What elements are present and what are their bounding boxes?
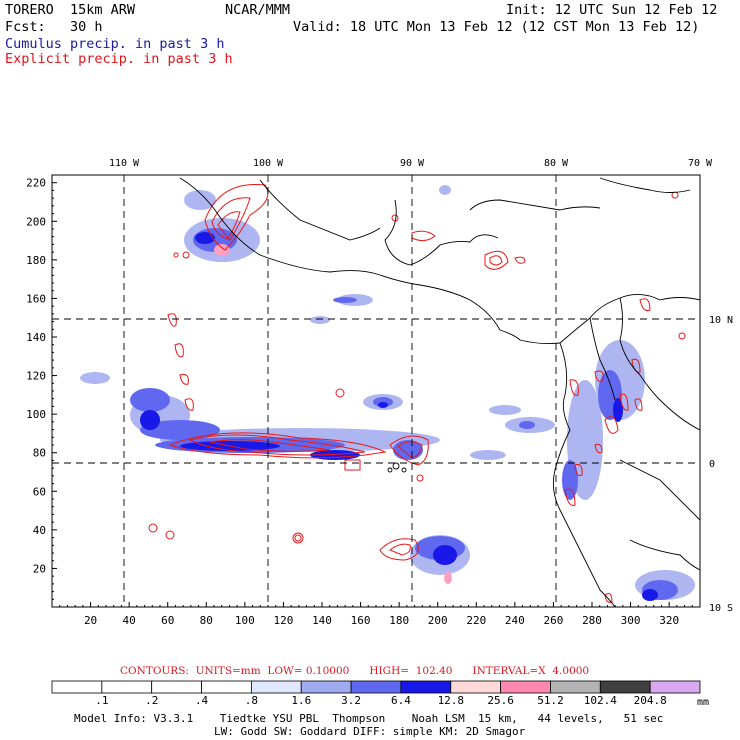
y-tick-label: 80 bbox=[33, 447, 46, 460]
contours-high: HIGH= 102.40 bbox=[369, 665, 453, 677]
contours-units: UNITS=mm bbox=[195, 665, 261, 677]
x-tick-label: 320 bbox=[659, 614, 679, 627]
coastlines bbox=[179, 177, 700, 607]
legend-explicit: Explicit precip. in past 3 h bbox=[5, 51, 233, 67]
y-tick-label: 120 bbox=[26, 370, 46, 383]
lat-labels: 10 N 0 10 S bbox=[709, 315, 733, 614]
y-tick-label: 140 bbox=[26, 331, 46, 344]
colorbar-swatch bbox=[450, 680, 502, 694]
colorbar-swatch bbox=[201, 680, 252, 694]
model-info-line2: LW: Godd SW: Goddard DIFF: simple KM: 2D… bbox=[214, 725, 526, 738]
colorbar-label: 1.6 bbox=[291, 694, 312, 707]
lat-label: 10 N bbox=[709, 315, 733, 326]
colorbar-label: 102.4 bbox=[583, 694, 617, 707]
colorbar-label: .1 bbox=[95, 694, 109, 707]
x-tick-label: 260 bbox=[543, 614, 563, 627]
colorbar-swatch bbox=[250, 680, 302, 694]
colorbar-swatch bbox=[300, 680, 352, 694]
y-tick-label: 200 bbox=[26, 215, 46, 228]
y-tick-label: 20 bbox=[33, 562, 46, 575]
y-tick-label: 180 bbox=[26, 254, 46, 267]
x-tick-label: 20 bbox=[84, 614, 97, 627]
lon-label: 80 W bbox=[544, 158, 569, 169]
x-tick-label: 160 bbox=[351, 614, 371, 627]
x-tick-label: 60 bbox=[161, 614, 174, 627]
legend-cumulus: Cumulus precip. in past 3 h bbox=[5, 36, 225, 52]
x-tick-label: 140 bbox=[312, 614, 332, 627]
colorbar bbox=[51, 680, 701, 694]
y-tick-label: 40 bbox=[33, 524, 46, 537]
colorbar-swatch bbox=[151, 680, 202, 694]
x-tick-label: 220 bbox=[466, 614, 486, 627]
x-tick-label: 300 bbox=[621, 614, 641, 627]
contours-label: CONTOURS: bbox=[120, 665, 189, 677]
lon-label: 90 W bbox=[400, 158, 425, 169]
y-tick-label: 220 bbox=[26, 177, 46, 190]
colorbar-label: 25.6 bbox=[487, 694, 514, 707]
lon-labels: 110 W 100 W 90 W 80 W 70 W bbox=[109, 158, 713, 169]
contours-info: CONTOURS: UNITS=mm LOW= 0.10000 HIGH= 10… bbox=[120, 665, 589, 677]
x-tick-label: 280 bbox=[582, 614, 602, 627]
y-tick-label: 160 bbox=[26, 292, 46, 305]
x-tick-label: 240 bbox=[505, 614, 525, 627]
colorbar-label: 204.8 bbox=[633, 694, 667, 707]
colorbar-label: 51.2 bbox=[537, 694, 564, 707]
colorbar-label: 6.4 bbox=[391, 694, 411, 707]
init-time: Init: 12 UTC Sun 12 Feb 12 bbox=[506, 2, 718, 18]
colorbar-label: .4 bbox=[194, 694, 209, 707]
axis-ticks bbox=[51, 174, 701, 608]
colorbar-swatch bbox=[550, 680, 601, 694]
forecast-hour: Fcst: 30 h bbox=[5, 19, 103, 35]
colorbar-swatch bbox=[51, 680, 103, 694]
colorbar-swatch bbox=[350, 680, 402, 694]
latlon-grid bbox=[52, 175, 700, 607]
colorbar-label: .8 bbox=[244, 694, 259, 707]
x-tick-label: 120 bbox=[273, 614, 293, 627]
x-tick-label: 100 bbox=[235, 614, 255, 627]
explicit-contours bbox=[148, 183, 686, 603]
lat-label: 10 S bbox=[709, 603, 733, 614]
x-tick-labels: 20 40 60 80 100 120 140 160 180 200 220 … bbox=[84, 614, 679, 627]
lon-label: 100 W bbox=[253, 158, 284, 169]
colorbar-swatch bbox=[101, 680, 153, 694]
lat-label: 0 bbox=[709, 459, 715, 470]
precip-peak bbox=[214, 244, 452, 584]
colorbar-swatch bbox=[500, 680, 551, 694]
colorbar-swatch bbox=[400, 680, 452, 694]
lon-label: 70 W bbox=[688, 158, 713, 169]
x-tick-label: 40 bbox=[123, 614, 136, 627]
colorbar-units: mm bbox=[697, 697, 709, 708]
valid-time: Valid: 18 UTC Mon 13 Feb 12 (12 CST Mon … bbox=[293, 19, 700, 35]
model-info-line1: Model Info: V3.3.1 Tiedtke YSU PBL Thomp… bbox=[74, 712, 664, 725]
colorbar-label: 3.2 bbox=[341, 694, 362, 707]
organization-label: NCAR/MMM bbox=[225, 2, 291, 18]
colorbar-swatch bbox=[649, 680, 701, 694]
contours-low: LOW= 0.10000 bbox=[267, 665, 350, 677]
y-tick-label: 100 bbox=[26, 408, 46, 421]
x-tick-label: 180 bbox=[389, 614, 409, 627]
colorbar-label: .2 bbox=[145, 694, 159, 707]
y-tick-labels: 20 40 60 80 100 120 140 160 180 200 220 bbox=[26, 177, 46, 576]
x-tick-label: 80 bbox=[200, 614, 213, 627]
precip-fields bbox=[52, 175, 700, 607]
model-title: TORERO 15km ARW bbox=[5, 2, 136, 18]
y-tick-label: 60 bbox=[33, 485, 46, 498]
contours-interval: INTERVAL=X 4.0000 bbox=[472, 665, 590, 677]
lon-label: 110 W bbox=[109, 158, 140, 169]
colorbar-swatch bbox=[599, 680, 651, 694]
colorbar-label: 12.8 bbox=[437, 694, 465, 707]
x-tick-label: 200 bbox=[428, 614, 448, 627]
